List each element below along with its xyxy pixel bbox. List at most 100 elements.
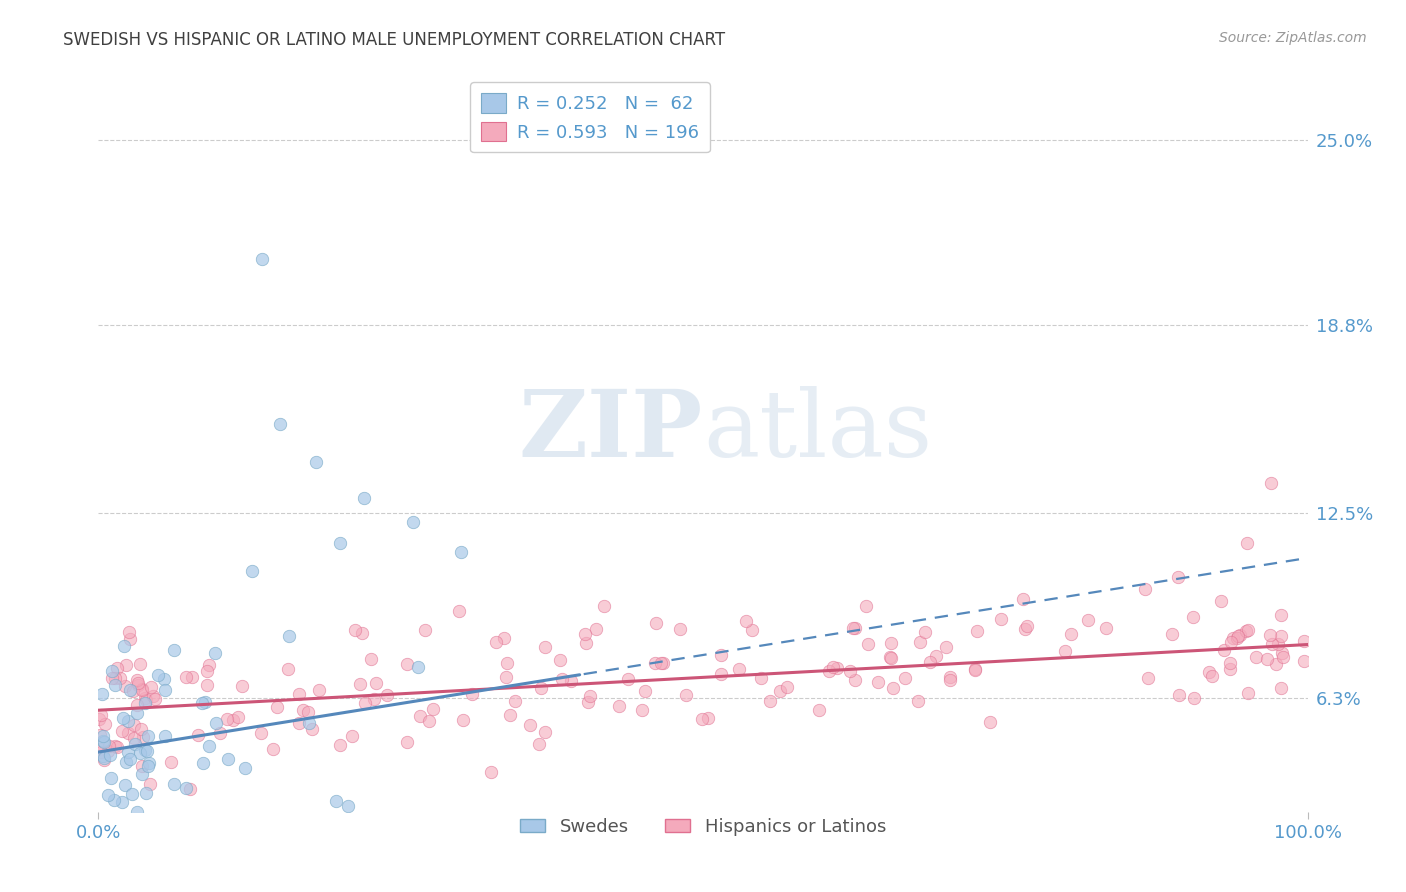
Point bbox=[122, 731, 145, 745]
Point bbox=[298, 715, 321, 730]
Point bbox=[460, 687, 482, 701]
Point bbox=[301, 723, 323, 737]
Point bbox=[91, 687, 114, 701]
Point bbox=[821, 660, 844, 674]
Point bbox=[112, 711, 135, 725]
Point bbox=[91, 734, 114, 748]
Point bbox=[204, 647, 226, 661]
Point bbox=[363, 692, 385, 706]
Point bbox=[560, 673, 582, 688]
Point bbox=[485, 635, 508, 649]
Point bbox=[592, 599, 614, 613]
Point bbox=[329, 738, 352, 752]
Text: SWEDISH VS HISPANIC OR LATINO MALE UNEMPLOYMENT CORRELATION CHART: SWEDISH VS HISPANIC OR LATINO MALE UNEMP… bbox=[63, 31, 725, 49]
Point bbox=[1095, 621, 1118, 635]
Point bbox=[352, 625, 374, 640]
Point bbox=[1226, 631, 1249, 645]
Point bbox=[134, 696, 156, 710]
Point bbox=[308, 683, 330, 698]
Point bbox=[118, 624, 141, 639]
Point bbox=[1227, 629, 1250, 643]
Point bbox=[105, 661, 128, 675]
Point bbox=[578, 689, 600, 703]
Point bbox=[979, 714, 1001, 729]
Point bbox=[1133, 582, 1156, 596]
Point bbox=[103, 793, 125, 807]
Point bbox=[1222, 631, 1244, 645]
Point bbox=[226, 710, 249, 724]
Point bbox=[98, 739, 121, 753]
Point bbox=[938, 673, 960, 687]
Point bbox=[162, 643, 184, 657]
Point bbox=[93, 735, 115, 749]
Point bbox=[125, 706, 148, 721]
Point bbox=[492, 631, 515, 645]
Point bbox=[134, 691, 156, 706]
Point bbox=[768, 683, 790, 698]
Point bbox=[841, 621, 863, 635]
Point bbox=[825, 661, 848, 675]
Point bbox=[499, 708, 522, 723]
Point bbox=[650, 657, 672, 671]
Point bbox=[100, 771, 122, 785]
Point bbox=[1234, 624, 1257, 638]
Point bbox=[375, 688, 398, 702]
Point bbox=[127, 673, 149, 687]
Point bbox=[939, 670, 962, 684]
Point bbox=[503, 694, 526, 708]
Point bbox=[697, 711, 720, 725]
Point bbox=[1261, 636, 1284, 650]
Point bbox=[1265, 657, 1288, 672]
Point bbox=[153, 729, 176, 743]
Point bbox=[181, 670, 204, 684]
Point bbox=[353, 491, 375, 506]
Point bbox=[574, 627, 596, 641]
Point bbox=[163, 777, 186, 791]
Point bbox=[1270, 681, 1292, 695]
Point bbox=[1015, 618, 1038, 632]
Point bbox=[277, 662, 299, 676]
Point bbox=[675, 688, 697, 702]
Point bbox=[353, 696, 375, 710]
Point bbox=[120, 632, 142, 646]
Point bbox=[1237, 624, 1260, 638]
Point bbox=[174, 670, 197, 684]
Point bbox=[585, 623, 607, 637]
Point bbox=[127, 805, 149, 820]
Point bbox=[155, 682, 177, 697]
Point bbox=[1260, 627, 1282, 641]
Point bbox=[124, 738, 146, 752]
Point bbox=[668, 622, 690, 636]
Point bbox=[198, 739, 221, 753]
Point bbox=[120, 683, 142, 698]
Point bbox=[90, 745, 112, 759]
Point bbox=[91, 729, 114, 743]
Point bbox=[90, 708, 112, 723]
Text: ZIP: ZIP bbox=[519, 386, 703, 476]
Point bbox=[179, 781, 201, 796]
Point bbox=[1161, 627, 1184, 641]
Point bbox=[855, 599, 877, 613]
Point bbox=[94, 717, 117, 731]
Point bbox=[117, 726, 139, 740]
Point bbox=[758, 694, 780, 708]
Point bbox=[292, 703, 315, 717]
Text: Source: ZipAtlas.com: Source: ZipAtlas.com bbox=[1219, 31, 1367, 45]
Point bbox=[839, 664, 862, 678]
Point bbox=[645, 615, 668, 630]
Point bbox=[1271, 646, 1294, 660]
Point bbox=[1219, 663, 1241, 677]
Point bbox=[818, 664, 841, 678]
Point bbox=[990, 612, 1012, 626]
Point bbox=[631, 703, 654, 717]
Point bbox=[690, 712, 713, 726]
Point bbox=[935, 640, 957, 654]
Point bbox=[89, 742, 111, 756]
Point bbox=[1236, 536, 1258, 550]
Point bbox=[1167, 570, 1189, 584]
Point bbox=[127, 678, 149, 692]
Point bbox=[844, 673, 866, 687]
Point bbox=[148, 668, 170, 682]
Point bbox=[142, 689, 165, 703]
Point bbox=[136, 729, 159, 743]
